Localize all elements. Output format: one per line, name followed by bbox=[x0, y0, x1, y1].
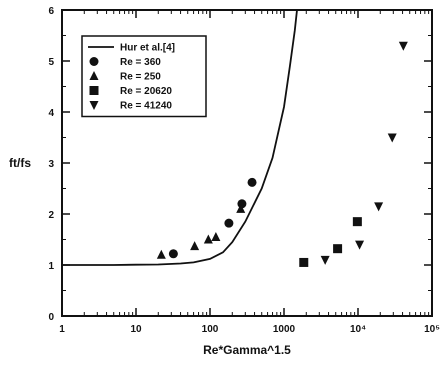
legend-box bbox=[81, 35, 207, 118]
y-tick-label: 2 bbox=[48, 210, 54, 221]
data-point-circle bbox=[224, 218, 234, 228]
legend-label: Re = 360 bbox=[120, 57, 161, 68]
data-point-triangle-up bbox=[156, 249, 166, 259]
legend-swatch-triangle-down bbox=[89, 101, 99, 110]
x-tick-label: 10⁵ bbox=[424, 324, 440, 335]
x-axis-label: Re*Gamma^1.5 bbox=[203, 343, 291, 357]
legend-swatch-circle bbox=[89, 57, 99, 66]
legend-swatch-triangle-up bbox=[89, 71, 99, 80]
data-point-triangle-down bbox=[398, 41, 408, 51]
data-point-circle bbox=[247, 177, 257, 187]
y-tick-label: 1 bbox=[48, 261, 54, 272]
data-point-triangle-down bbox=[320, 255, 330, 265]
legend-label: Re = 250 bbox=[120, 72, 161, 83]
legend-swatch-square bbox=[89, 86, 99, 95]
data-point-triangle-up bbox=[203, 234, 213, 244]
legend-label: Hur et al.[4] bbox=[120, 43, 175, 54]
x-tick-label: 1 bbox=[59, 324, 65, 335]
curve-layer bbox=[62, 9, 298, 266]
data-point-circle bbox=[168, 249, 178, 259]
x-tick-label: 100 bbox=[202, 324, 219, 335]
x-tick-label: 10 bbox=[130, 324, 142, 335]
data-point-triangle-up bbox=[190, 241, 200, 251]
data-point-triangle-down bbox=[387, 133, 397, 143]
legend-label: Re = 41240 bbox=[120, 101, 172, 112]
data-point-square bbox=[333, 244, 343, 254]
legend-label: Re = 20620 bbox=[120, 86, 172, 97]
y-tick-label: 6 bbox=[48, 6, 54, 17]
data-point-triangle-up bbox=[236, 203, 246, 213]
y-tick-label: 4 bbox=[48, 108, 54, 119]
x-tick-label: 10⁴ bbox=[350, 324, 366, 335]
series-group bbox=[168, 177, 257, 259]
hur-et-al-curve bbox=[62, 9, 298, 266]
data-point-triangle-up bbox=[211, 231, 221, 241]
y-tick-label: 3 bbox=[48, 159, 54, 170]
y-tick-label: 5 bbox=[48, 57, 54, 68]
series-group bbox=[156, 203, 246, 259]
data-point-triangle-down bbox=[374, 202, 384, 212]
x-tick-label: 1000 bbox=[273, 324, 296, 335]
legend: Hur et al.[4] Re = 360 Re = 250 Re = 20620 R… bbox=[81, 35, 207, 118]
series-group bbox=[299, 217, 362, 267]
data-point-square bbox=[352, 217, 362, 227]
y-axis-label: ft/fs bbox=[9, 156, 31, 170]
data-point-triangle-down bbox=[355, 240, 365, 250]
series-group bbox=[320, 41, 408, 265]
y-tick-label: 0 bbox=[48, 312, 54, 323]
marker-layer bbox=[156, 41, 408, 267]
data-point-square bbox=[299, 257, 309, 267]
